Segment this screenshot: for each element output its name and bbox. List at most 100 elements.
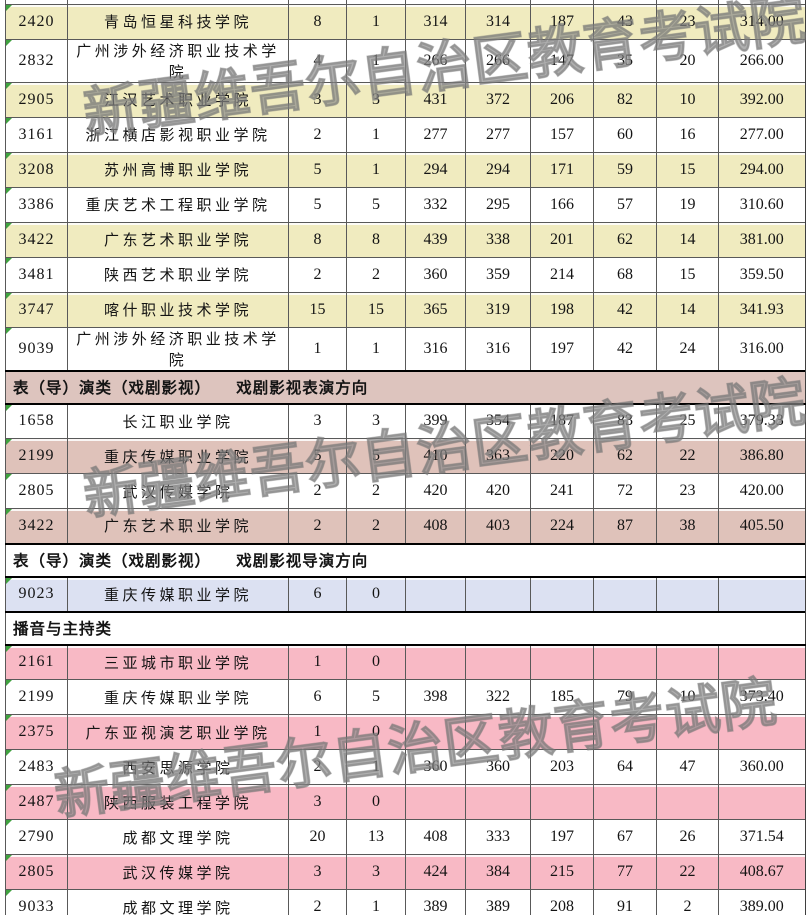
table-row: 2483 西安思源学院 2 1 360 360 203 64 47 360.00 <box>5 749 806 785</box>
value-cell: 2 <box>288 473 347 509</box>
code-cell: 3481 <box>5 256 68 293</box>
value-cell: 3 <box>288 403 347 439</box>
school-cell: 喀什职业技术学院 <box>67 291 289 328</box>
value-cell: 87 <box>593 508 657 544</box>
value-cell: 171 <box>530 151 594 188</box>
value-cell <box>593 714 657 750</box>
value-cell: 360 <box>465 749 531 785</box>
value-cell: 360 <box>405 749 466 785</box>
code-cell: 2375 <box>5 714 68 750</box>
value-cell: 5 <box>346 186 406 223</box>
value-cell: 2 <box>288 508 347 544</box>
value-cell: 322 <box>465 679 531 715</box>
value-cell: 67 <box>593 819 657 855</box>
school-cell: 广东艺术职业学院 <box>67 221 289 258</box>
value-cell: 266 <box>465 38 531 83</box>
score-cell: 310.60 <box>718 186 806 223</box>
value-cell: 6 <box>288 576 347 612</box>
value-cell: 224 <box>530 508 594 544</box>
value-cell <box>530 784 594 820</box>
value-cell: 3 <box>288 81 347 118</box>
value-cell: 157 <box>530 116 594 153</box>
school-cell: 成都文理学院 <box>67 889 289 915</box>
value-cell: 363 <box>465 438 531 474</box>
score-cell: 389.00 <box>718 889 806 915</box>
code-cell: 2905 <box>5 81 68 118</box>
code-cell: 9039 <box>5 326 68 371</box>
value-cell: 147 <box>530 38 594 83</box>
value-cell: 1 <box>346 3 406 40</box>
value-cell <box>656 784 719 820</box>
score-cell: 359.50 <box>718 256 806 293</box>
value-cell: 2 <box>288 889 347 915</box>
value-cell: 91 <box>593 889 657 915</box>
value-cell: 47 <box>656 749 719 785</box>
value-cell <box>530 576 594 612</box>
value-cell: 1 <box>346 326 406 371</box>
value-cell: 319 <box>465 291 531 328</box>
table-row: 2790 成都文理学院 20 13 408 333 197 67 26 371.54 <box>5 819 806 855</box>
value-cell: 14 <box>656 291 719 328</box>
value-cell: 42 <box>593 326 657 371</box>
school-cell: 广东艺术职业学院 <box>67 508 289 544</box>
value-cell: 354 <box>465 403 531 439</box>
school-cell: 武汉传媒学院 <box>67 473 289 509</box>
value-cell: 187 <box>530 3 594 40</box>
value-cell: 185 <box>530 679 594 715</box>
value-cell: 35 <box>593 38 657 83</box>
value-cell: 187 <box>530 403 594 439</box>
value-cell: 22 <box>656 438 719 474</box>
value-cell: 359 <box>465 256 531 293</box>
score-cell: 392.00 <box>718 81 806 118</box>
value-cell: 206 <box>530 81 594 118</box>
school-cell: 苏州高博职业学院 <box>67 151 289 188</box>
value-cell: 389 <box>405 889 466 915</box>
value-cell: 3 <box>288 854 347 890</box>
value-cell: 241 <box>530 473 594 509</box>
score-cell: 405.50 <box>718 508 806 544</box>
school-cell: 浙江横店影视职业学院 <box>67 116 289 153</box>
value-cell: 15 <box>346 291 406 328</box>
school-cell: 成都文理学院 <box>67 819 289 855</box>
value-cell: 316 <box>405 326 466 371</box>
value-cell <box>405 576 466 612</box>
school-cell: 陕西服装工程学院 <box>67 784 289 820</box>
value-cell: 277 <box>465 116 531 153</box>
value-cell: 25 <box>656 403 719 439</box>
table-row: 2199 重庆传媒职业学院 6 5 398 322 185 79 10 373.40 <box>5 679 806 715</box>
value-cell: 72 <box>593 473 657 509</box>
value-cell: 2 <box>288 256 347 293</box>
value-cell: 64 <box>593 749 657 785</box>
value-cell: 2 <box>288 116 347 153</box>
school-cell: 青岛恒星科技学院 <box>67 3 289 40</box>
score-cell: 316.00 <box>718 326 806 371</box>
value-cell <box>465 576 531 612</box>
value-cell: 2 <box>288 749 347 785</box>
value-cell: 10 <box>656 679 719 715</box>
table-row: 1658 长江职业学院 3 3 399 354 187 83 25 379.33 <box>5 403 806 439</box>
value-cell: 410 <box>405 438 466 474</box>
table-row: 3481 陕西艺术职业学院 2 2 360 359 214 68 15 359.50 <box>5 256 806 293</box>
value-cell: 42 <box>593 291 657 328</box>
value-cell: 1 <box>288 326 347 371</box>
value-cell <box>465 644 531 680</box>
score-cell: 386.80 <box>718 438 806 474</box>
value-cell: 68 <box>593 256 657 293</box>
table-row: 3747 喀什职业技术学院 15 15 365 319 198 42 14 341.93 <box>5 291 806 328</box>
value-cell: 198 <box>530 291 594 328</box>
table-row: 3161 浙江横店影视职业学院 2 1 277 277 157 60 16 277.00 <box>5 116 806 153</box>
value-cell: 420 <box>405 473 466 509</box>
value-cell: 0 <box>346 576 406 612</box>
value-cell <box>530 644 594 680</box>
value-cell: 4 <box>288 38 347 83</box>
school-cell: 西安思源学院 <box>67 749 289 785</box>
code-cell: 1658 <box>5 403 68 439</box>
value-cell: 3 <box>346 854 406 890</box>
code-cell: 9023 <box>5 576 68 612</box>
value-cell: 2 <box>346 256 406 293</box>
value-cell: 2 <box>656 889 719 915</box>
value-cell: 14 <box>656 221 719 258</box>
value-cell <box>465 784 531 820</box>
table-row: 2805 武汉传媒学院 2 2 420 420 241 72 23 420.00 <box>5 473 806 509</box>
value-cell: 60 <box>593 116 657 153</box>
